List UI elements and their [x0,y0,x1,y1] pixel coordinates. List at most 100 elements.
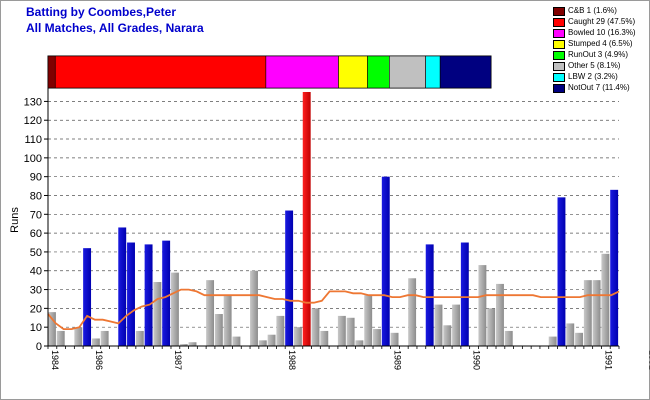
innings-bar [364,295,373,346]
legend-label: Caught 29 (47.5%) [568,17,636,26]
innings-bar-not-out [460,242,469,346]
innings-bar [408,278,417,346]
legend-swatch [553,51,565,60]
innings-bar [443,325,452,346]
dismissal-segment [54,55,267,89]
innings-bar [91,338,100,346]
dismissal-segment [265,55,339,89]
innings-bar-not-out [610,189,619,346]
x-year-label: 1992 [647,350,650,370]
innings-bar [575,332,583,346]
legend-item: Stumped 4 (6.5%) [551,38,647,49]
y-tick-label: 30 [30,285,42,297]
y-tick-label: 110 [24,134,42,146]
innings-bar [337,315,346,346]
innings-bar [232,336,241,346]
y-tick-label: 120 [24,115,42,127]
innings-bar [48,312,56,346]
y-axis-label: Runs [9,207,21,233]
x-year-label: 1988 [287,350,297,370]
legend-label: Bowled 10 (16.3%) [568,28,636,37]
innings-bar [496,283,504,346]
innings-bar [100,330,109,346]
innings-bar-not-out [381,176,390,346]
y-tick-label: 80 [30,190,42,202]
innings-bar [390,332,399,346]
innings-bar-not-out [425,244,434,346]
innings-bar [566,323,575,346]
innings-bar-not-out [557,197,566,346]
innings-bar [267,334,276,346]
legend-label: Other 5 (8.1%) [568,61,621,70]
y-tick-label: 90 [30,172,42,184]
legend-swatch [553,84,565,93]
legend-label: Stumped 4 (6.5%) [568,39,633,48]
innings-bar [355,340,364,346]
legend-swatch [553,40,565,49]
x-year-label: 1986 [94,350,104,370]
y-tick-label: 50 [30,247,42,259]
legend-swatch [553,7,565,16]
legend-item: Bowled 10 (16.3%) [551,27,647,38]
legend-label: C&B 1 (1.6%) [568,6,617,15]
innings-bar [452,304,460,346]
innings-bar [487,308,496,346]
innings-bar [188,342,197,346]
legend-item: LBW 2 (3.2%) [551,71,647,82]
legend-swatch [553,62,565,71]
dismissal-segment [439,55,492,89]
innings-bar [250,270,258,346]
innings-bar [504,330,513,346]
dismissal-segment [47,55,56,89]
innings-bar-not-out [162,240,171,346]
y-tick-label: 60 [30,228,42,240]
legend-swatch [553,73,565,82]
innings-bar [320,330,329,346]
innings-bar [74,327,83,346]
innings-bar [601,253,610,346]
batting-average-line [47,288,620,331]
x-year-label: 1991 [603,350,613,370]
y-tick-label: 100 [24,153,42,165]
innings-bar [214,314,223,346]
legend-item: Caught 29 (47.5%) [551,16,647,27]
dismissal-segment [367,55,390,89]
innings-bar [583,280,592,346]
innings-bar [170,272,179,346]
legend-label: LBW 2 (3.2%) [568,72,618,81]
innings-bar [153,282,162,346]
innings-bar [179,344,188,346]
dismissal-segment [338,55,368,89]
innings-bar [56,330,65,346]
innings-bar-not-out [118,227,127,346]
y-tick-label: 20 [30,303,42,315]
y-tick-label: 40 [30,266,42,278]
innings-bar [478,265,487,346]
innings-bar [346,317,355,346]
x-year-label: 1984 [50,350,60,370]
y-tick-label: 70 [30,209,42,221]
innings-bar-not-out [285,210,294,346]
x-year-label: 1987 [173,350,183,370]
innings-bar [373,329,381,346]
innings-bar [135,330,144,346]
legend: C&B 1 (1.6%) Caught 29 (47.5%) Bowled 10 (… [551,5,647,93]
innings-bar [548,336,557,346]
innings-bar [223,295,232,346]
innings-bar-highest [302,92,311,346]
y-tick-label: 130 [24,96,42,108]
innings-bar [434,304,443,346]
legend-item: NotOut 7 (11.4%) [551,82,647,93]
dismissal-segment [389,55,426,89]
x-year-label: 1989 [393,350,403,370]
y-tick-label: 0 [36,341,42,353]
innings-bar-not-out [127,242,135,346]
legend-swatch [553,29,565,38]
innings-bar [293,327,302,346]
chart-subtitle: All Matches, All Grades, Narara [26,21,204,35]
innings-bar [206,280,215,346]
legend-label: NotOut 7 (11.4%) [568,83,630,92]
y-tick-label: 10 [30,322,42,334]
legend-label: RunOut 3 (4.9%) [568,50,629,59]
